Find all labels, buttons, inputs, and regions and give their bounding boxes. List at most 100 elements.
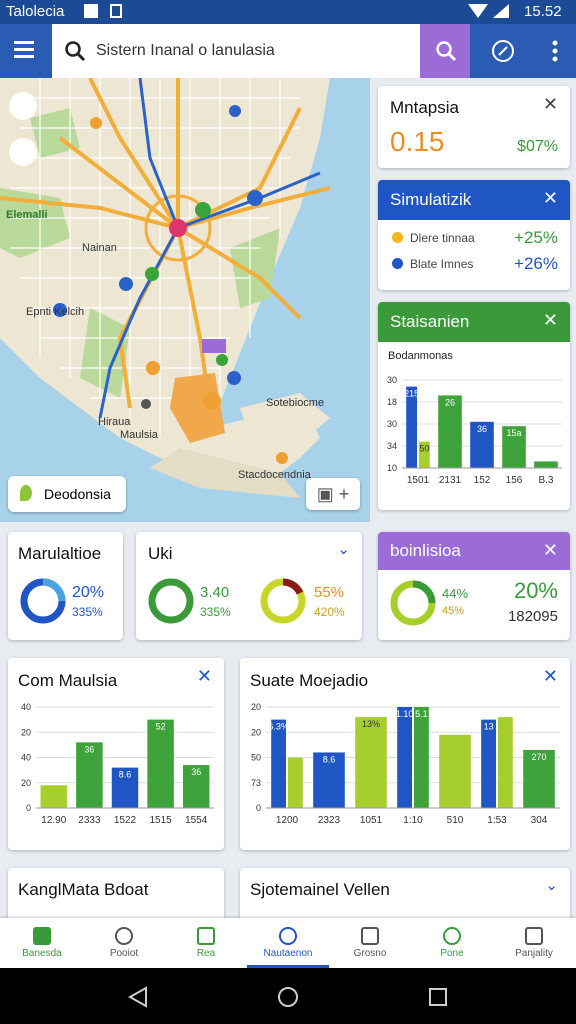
nav-item[interactable]: Grosno xyxy=(329,918,411,968)
row-value: +26% xyxy=(514,254,558,273)
land xyxy=(0,78,330,488)
metric-value: 20% xyxy=(513,578,558,603)
nav-icon xyxy=(361,927,379,945)
bar xyxy=(414,707,429,808)
map-tools[interactable]: ▣ + xyxy=(306,478,360,510)
x-tick-label: 1:53 xyxy=(487,815,507,826)
card: Marulaltioe 20% 335% xyxy=(8,532,123,640)
bar-chart: Bodanmonas 30 18 30 34 10 1501 215 50 2131 26 152 36… xyxy=(387,350,562,486)
map-chip[interactable]: Deodonsia xyxy=(8,476,126,512)
y-tick-label: 18 xyxy=(387,397,397,407)
nav-item[interactable]: Pooiot xyxy=(83,918,165,968)
carrier: Talolecia xyxy=(6,3,65,20)
donut xyxy=(390,580,436,626)
clock: 15.52 xyxy=(524,3,562,20)
bar xyxy=(288,757,303,808)
nav-label: Rea xyxy=(196,948,216,959)
system-nav xyxy=(0,968,576,1024)
y-tick-label: 30 xyxy=(387,419,397,429)
nav-item[interactable]: Banesda xyxy=(1,918,83,968)
bar-label: 52 xyxy=(156,722,166,732)
nav-icon xyxy=(115,927,133,945)
nav-item[interactable]: Rea xyxy=(165,918,247,968)
x-tick-label: 12.90 xyxy=(41,815,66,826)
bar-label: 13 xyxy=(484,722,494,732)
map[interactable]: Elemalli Nainan Epnti Kelcih Hiraua Maul… xyxy=(0,78,370,522)
y-tick-label: 20 xyxy=(21,727,31,737)
bar xyxy=(147,719,174,808)
close-button[interactable]: ✕ xyxy=(542,310,558,330)
nav-icon xyxy=(197,927,215,945)
bar xyxy=(470,421,494,468)
card: Uki ⌄ 3.40 335% 55% 420% xyxy=(136,532,362,640)
search-box[interactable]: Sistern Inanal o lanulasia xyxy=(52,24,420,78)
x-tick-label: 304 xyxy=(531,815,548,826)
search-icon xyxy=(436,41,457,62)
nav-label: Nautaenon xyxy=(263,948,313,959)
bar-label: 26 xyxy=(445,397,455,407)
recents-button[interactable] xyxy=(426,986,450,1008)
map-label: Sotebiocme xyxy=(266,397,324,409)
close-button[interactable]: ✕ xyxy=(542,94,558,114)
more-button[interactable] xyxy=(550,40,560,64)
close-button[interactable]: ✕ xyxy=(542,540,558,560)
card-title: Marulaltioe xyxy=(18,544,102,563)
menu-button[interactable] xyxy=(14,41,34,44)
bar xyxy=(419,441,430,468)
map-label: Nainan xyxy=(82,242,117,254)
map-control[interactable] xyxy=(9,92,37,120)
donut-sub: 420% xyxy=(314,605,345,619)
y-tick-label: 0 xyxy=(26,803,31,813)
expand-button[interactable]: ⌄ xyxy=(337,541,350,558)
nav-item[interactable]: Nautaenon xyxy=(247,918,329,968)
x-tick-label: B.3 xyxy=(538,475,553,486)
x-tick-label: 1200 xyxy=(276,815,299,826)
app-bar: Sistern Inanal o lanulasia xyxy=(0,24,576,78)
legend-dot xyxy=(392,258,403,269)
bar xyxy=(523,749,555,808)
bar xyxy=(438,395,462,468)
close-button[interactable]: ✕ xyxy=(542,666,558,686)
nav-item[interactable]: Panjality xyxy=(493,918,575,968)
x-tick-label: 1522 xyxy=(114,815,137,826)
y-tick-label: 50 xyxy=(251,753,261,763)
legend-dot xyxy=(392,232,403,243)
search-button[interactable] xyxy=(420,24,470,78)
back-button[interactable] xyxy=(126,986,150,1008)
row-label: Dlere tinnaa xyxy=(410,231,475,245)
map-control[interactable] xyxy=(9,138,37,166)
row-label: Blate Imnes xyxy=(410,257,474,271)
home-button[interactable] xyxy=(276,986,300,1008)
bar-label: 36 xyxy=(191,767,201,777)
y-tick-label: 40 xyxy=(21,702,31,712)
x-tick-label: 152 xyxy=(474,475,491,486)
nav-icon xyxy=(525,927,543,945)
bar xyxy=(397,707,412,808)
donut xyxy=(20,578,66,624)
nav-item[interactable]: Pone xyxy=(411,918,493,968)
nav-label: Grosno xyxy=(353,948,387,959)
expand-button[interactable]: ⌄ xyxy=(545,877,558,894)
bar-label: 15a xyxy=(506,428,521,438)
compass-button[interactable] xyxy=(490,38,516,64)
bar xyxy=(498,717,513,808)
nav-label: Pone xyxy=(440,948,464,959)
map-label: Epnti Kelcih xyxy=(26,306,84,318)
map-label: Stacdocendnia xyxy=(238,469,312,481)
close-button[interactable]: ✕ xyxy=(542,188,558,208)
island xyxy=(150,448,300,498)
wifi-icon xyxy=(468,4,488,18)
status-bar: Talolecia 15.52 xyxy=(0,0,576,24)
x-tick-label: 1554 xyxy=(185,815,208,826)
chart-subtitle: Bodanmonas xyxy=(388,350,453,362)
x-tick-label: 2333 xyxy=(78,815,101,826)
x-tick-label: 1501 xyxy=(407,475,430,486)
x-tick-label: 510 xyxy=(447,815,464,826)
chip-icon xyxy=(20,485,32,501)
donut-value: 20% xyxy=(72,584,105,601)
close-button[interactable]: ✕ xyxy=(196,666,212,686)
y-tick-label: 40 xyxy=(21,753,31,763)
bar-label: 270 xyxy=(531,752,546,762)
